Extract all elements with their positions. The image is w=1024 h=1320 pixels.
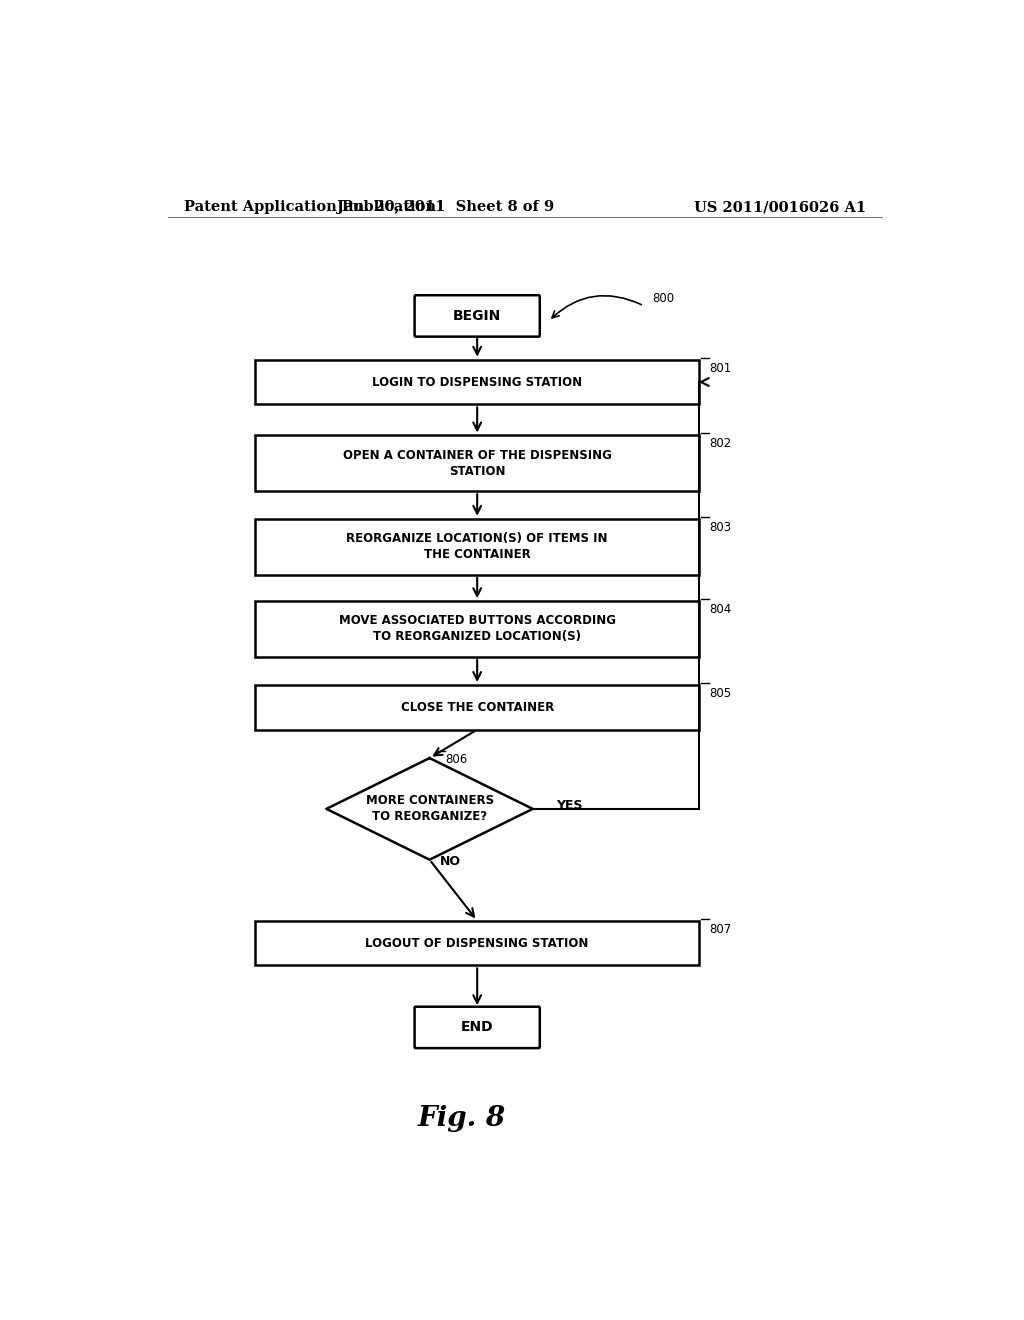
Text: 806: 806 [445,752,468,766]
Text: OPEN A CONTAINER OF THE DISPENSING
STATION: OPEN A CONTAINER OF THE DISPENSING STATI… [343,449,611,478]
Text: YES: YES [557,800,583,812]
Text: CLOSE THE CONTAINER: CLOSE THE CONTAINER [400,701,554,714]
Text: 804: 804 [709,603,731,616]
Text: END: END [461,1020,494,1035]
Bar [255,921,699,965]
Text: 805: 805 [709,686,731,700]
Text: Patent Application Publication: Patent Application Publication [183,201,435,214]
Text: REORGANIZE LOCATION(S) OF ITEMS IN
THE CONTAINER: REORGANIZE LOCATION(S) OF ITEMS IN THE C… [346,532,608,561]
Text: MOVE ASSOCIATED BUTTONS ACCORDING
TO REORGANIZED LOCATION(S): MOVE ASSOCIATED BUTTONS ACCORDING TO REO… [339,615,615,643]
Text: LOGOUT OF DISPENSING STATION: LOGOUT OF DISPENSING STATION [366,937,589,949]
Text: 801: 801 [709,362,731,375]
FancyBboxPatch shape [415,1007,540,1048]
Polygon shape [327,758,532,859]
Text: 802: 802 [709,437,731,450]
Bar [255,685,699,730]
Text: US 2011/0016026 A1: US 2011/0016026 A1 [694,201,866,214]
Bar [255,601,699,657]
Text: MORE CONTAINERS
TO REORGANIZE?: MORE CONTAINERS TO REORGANIZE? [366,795,494,824]
Text: LOGIN TO DISPENSING STATION: LOGIN TO DISPENSING STATION [372,375,583,388]
Bar [255,436,699,491]
Text: Jan. 20, 2011  Sheet 8 of 9: Jan. 20, 2011 Sheet 8 of 9 [337,201,554,214]
Text: 800: 800 [652,292,674,305]
Bar [255,519,699,574]
Text: NO: NO [440,855,461,869]
FancyBboxPatch shape [415,296,540,337]
Text: BEGIN: BEGIN [453,309,502,323]
Text: 803: 803 [709,521,731,533]
Text: Fig. 8: Fig. 8 [417,1105,506,1133]
Text: 807: 807 [709,923,731,936]
Bar [255,359,699,404]
